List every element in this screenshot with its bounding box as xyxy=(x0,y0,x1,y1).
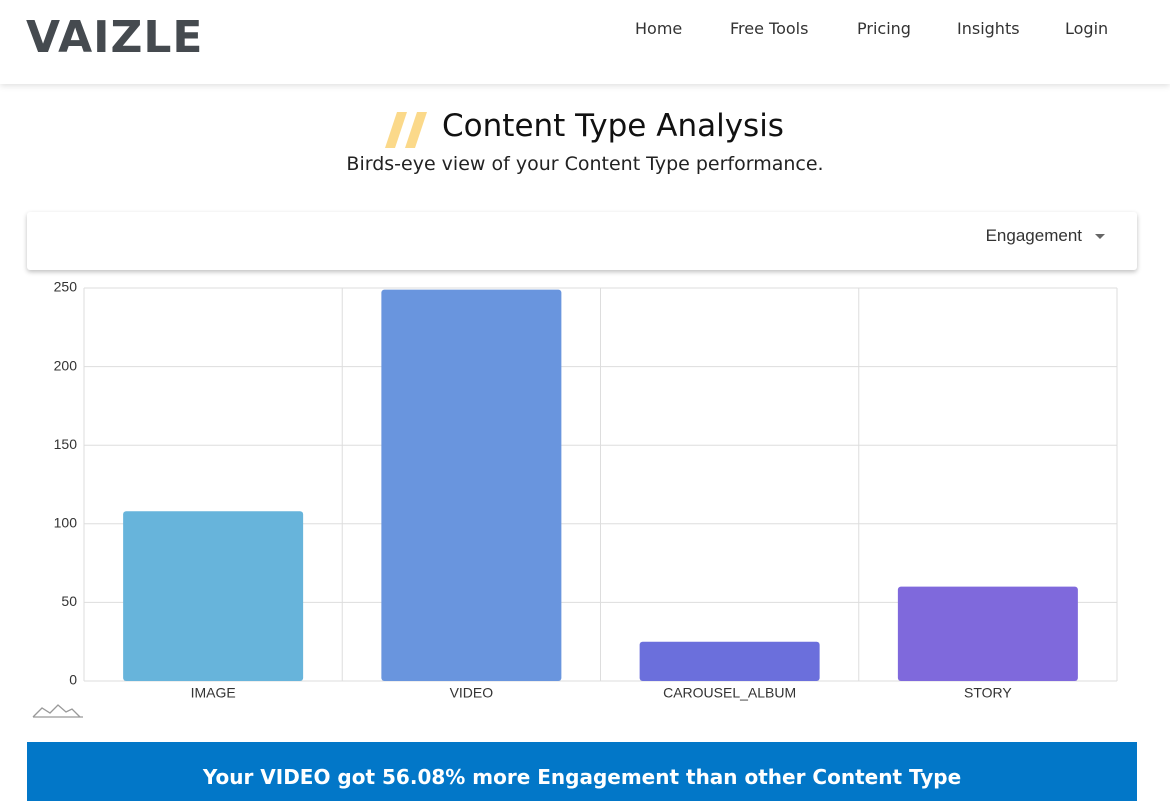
bar xyxy=(639,641,820,681)
bar xyxy=(123,511,304,681)
y-tick-label: 50 xyxy=(61,593,77,609)
bar xyxy=(897,586,1078,681)
y-tick-label: 250 xyxy=(54,279,78,295)
y-tick-label: 150 xyxy=(54,436,78,452)
dropdown-arrow[interactable] xyxy=(1095,234,1105,239)
page-subtitle: Birds-eye view of your Content Type perf… xyxy=(346,153,824,175)
chart: 0 50 100 150 200 250 IMAGE VIDEO CAROUSEL_ALBUM S… xyxy=(32,279,1118,718)
bar xyxy=(381,289,562,681)
y-tick-label: 0 xyxy=(69,672,77,688)
page-title: Content Type Analysis xyxy=(0,108,1170,144)
nav-link[interactable]: Login xyxy=(1065,19,1109,38)
header: VAIZLE Home Free Tools Pricing Insights … xyxy=(0,0,1170,84)
chart-icon xyxy=(32,704,83,718)
x-tick-label: STORY xyxy=(964,685,1012,701)
title-text: Content Type Analysis xyxy=(442,108,784,144)
title-decoration xyxy=(385,112,427,148)
y-tick-label: 100 xyxy=(54,515,78,531)
nav-link[interactable]: Insights xyxy=(957,19,1020,38)
insight-banner: Your VIDEO got 56.08% more Engagement th… xyxy=(27,742,1137,801)
filter-card: Engagement xyxy=(27,212,1137,270)
x-tick-label: IMAGE xyxy=(191,685,236,701)
nav-link[interactable]: Pricing xyxy=(857,19,911,38)
logo[interactable]: VAIZLE xyxy=(26,12,204,63)
nav-link[interactable]: Free Tools xyxy=(730,19,809,38)
x-tick-label: VIDEO xyxy=(450,685,494,701)
nav-link[interactable]: Home xyxy=(635,19,683,38)
metric-dropdown[interactable]: Engagement xyxy=(985,226,1082,245)
y-tick-label: 200 xyxy=(54,357,78,373)
x-tick-label: CAROUSEL_ALBUM xyxy=(663,685,796,701)
